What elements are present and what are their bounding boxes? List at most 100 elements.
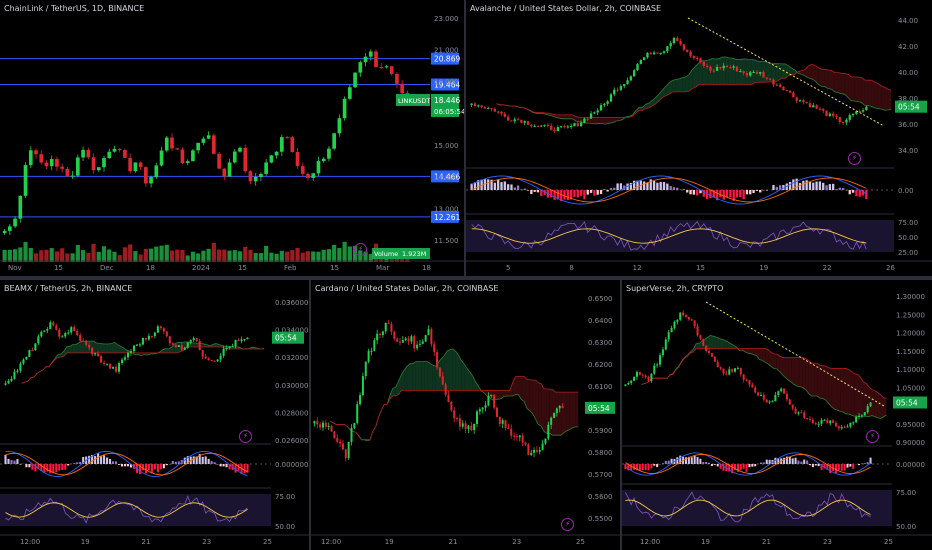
link-chart[interactable]: 20.869 19.464 14.466 12.261 23.000 21.000 19.0…: [0, 0, 464, 276]
alert-bolt-icon[interactable]: ⚡: [354, 243, 367, 256]
volume-value: 1.923M: [402, 250, 426, 258]
candle-body: [855, 111, 858, 114]
chart-panel-super[interactable]: SuperVerse, 2h, CRYPTO 1.30000 1.25000 1.2…: [622, 280, 932, 550]
beamx-chart[interactable]: 0.036000 0.034000 0.032000 0.030000 0.028000…: [0, 280, 309, 550]
candle-body: [687, 316, 690, 320]
macd-histogram-bar: [679, 189, 682, 190]
candle-body: [536, 125, 540, 127]
macd-histogram-bar: [788, 181, 792, 190]
candle-body: [710, 353, 713, 357]
ada-chart[interactable]: 0.65000.64000.63000.62000.61000.60000.59…: [311, 280, 620, 550]
x-axis-tick-label: 5: [506, 264, 510, 272]
candle-body: [713, 356, 716, 362]
candle-body: [783, 388, 786, 394]
candle-body: [82, 340, 85, 342]
candle-body: [635, 372, 638, 377]
candle-body: [815, 105, 818, 109]
candle-body: [613, 89, 616, 95]
ichimoku-cloud-segment: [872, 389, 875, 417]
macd-histogram-bar: [722, 190, 725, 200]
alert-bolt-icon[interactable]: ⚡: [561, 518, 574, 531]
chart-panel-avax[interactable]: Avalanche / United States Dollar, 2h, CO…: [466, 0, 932, 276]
macd-histogram-bar: [775, 186, 778, 190]
volume-bar: [44, 249, 49, 262]
candle-body: [806, 418, 809, 420]
macd-histogram-bar: [82, 457, 85, 464]
candle-body: [672, 37, 676, 44]
macd-histogram-bar: [16, 459, 19, 464]
candle-body: [686, 49, 689, 53]
macd-histogram-bar: [702, 190, 705, 197]
macd-histogram-bar: [797, 460, 800, 464]
candle-body: [280, 137, 284, 152]
macd-histogram-bar: [201, 456, 204, 464]
y-axis-tick-label: 1.20000: [896, 330, 925, 338]
rsi-line: [5, 495, 248, 524]
macd-histogram-bar: [742, 464, 745, 469]
macd-histogram-bar: [28, 464, 31, 468]
chart-panel-ada[interactable]: Cardano / United States Dollar, 2h, COIN…: [311, 280, 620, 550]
candle-body: [791, 404, 794, 409]
candle-body: [623, 84, 626, 87]
ichimoku-cloud-segment: [831, 368, 835, 410]
ichimoku-cloud-segment: [558, 392, 562, 436]
candle-body: [336, 438, 339, 442]
macd-histogram-bar: [516, 185, 520, 190]
macd-histogram-bar: [815, 181, 818, 190]
volume-bar: [206, 248, 211, 262]
candle-body: [171, 343, 174, 345]
candle-body: [858, 415, 861, 417]
y-axis-tick-label: 0.036000: [275, 299, 308, 307]
volume-bar: [49, 248, 54, 262]
macd-histogram-bar: [800, 461, 803, 464]
candle-body: [719, 67, 722, 69]
price-tag-label: 05:54: [275, 334, 297, 343]
candle-body: [524, 442, 527, 445]
ichimoku-cloud-segment: [863, 381, 867, 417]
price-tag: [585, 401, 615, 414]
alert-bolt-icon[interactable]: ⚡: [848, 152, 861, 165]
level-tag: [431, 52, 459, 65]
macd-histogram-bar: [34, 464, 37, 472]
candle-body: [627, 383, 630, 385]
candle-body: [849, 422, 852, 427]
macd-histogram-bar: [589, 190, 593, 193]
candle-body: [490, 394, 493, 396]
ichimoku-cloud-segment: [424, 361, 428, 391]
volume-bar: [237, 251, 243, 262]
chart-panel-beamx[interactable]: BEAMX / TetherUS, 2h, BINANCE 0.036000 0.…: [0, 280, 309, 550]
alert-bolt-icon[interactable]: ⚡: [866, 430, 879, 443]
avax-chart[interactable]: 44.00 42.00 40.00 38.00 36.00 34.00 05:54 0.00 7…: [466, 0, 932, 276]
volume-value-tag: [400, 248, 430, 259]
super-chart[interactable]: 1.30000 1.25000 1.20000 1.15000 1.10000 1.050…: [622, 280, 932, 550]
macd-signal-line: [625, 453, 871, 475]
ichimoku-cloud-segment: [532, 380, 536, 420]
ichimoku-cloud-segment: [392, 387, 396, 396]
candle-body: [676, 319, 679, 322]
y-axis-tick-label: 0.5600: [588, 493, 613, 501]
macd-histogram-bar: [855, 190, 858, 197]
volume-bar: [321, 249, 326, 262]
y-axis-tick-label: 14.000: [434, 174, 459, 182]
candle-body: [526, 121, 530, 125]
candle-body: [390, 323, 393, 332]
volume-bar: [332, 244, 337, 262]
volume-bar: [185, 255, 190, 262]
ichimoku-cloud-segment: [820, 365, 823, 399]
candle-body: [353, 423, 356, 428]
alert-bolt-icon[interactable]: ⚡: [239, 430, 252, 443]
candle-body: [768, 78, 772, 80]
macd-histogram-bar: [159, 464, 162, 470]
candle-body: [569, 126, 573, 128]
candle-body: [337, 118, 342, 134]
candle-body: [504, 420, 507, 428]
chart-panel-link[interactable]: ChainLink / TetherUS, 1D, BINANCE 20.869…: [0, 0, 464, 276]
macd-histogram-bar: [693, 455, 696, 464]
macd-histogram-bar: [207, 458, 210, 464]
ichimoku-cloud-segment: [797, 357, 800, 387]
ichimoku-cloud-segment: [195, 342, 199, 347]
candle-body: [832, 113, 835, 117]
candle-body: [217, 153, 221, 169]
span-b-line: [641, 348, 887, 399]
macd-histogram-bar: [808, 181, 812, 190]
